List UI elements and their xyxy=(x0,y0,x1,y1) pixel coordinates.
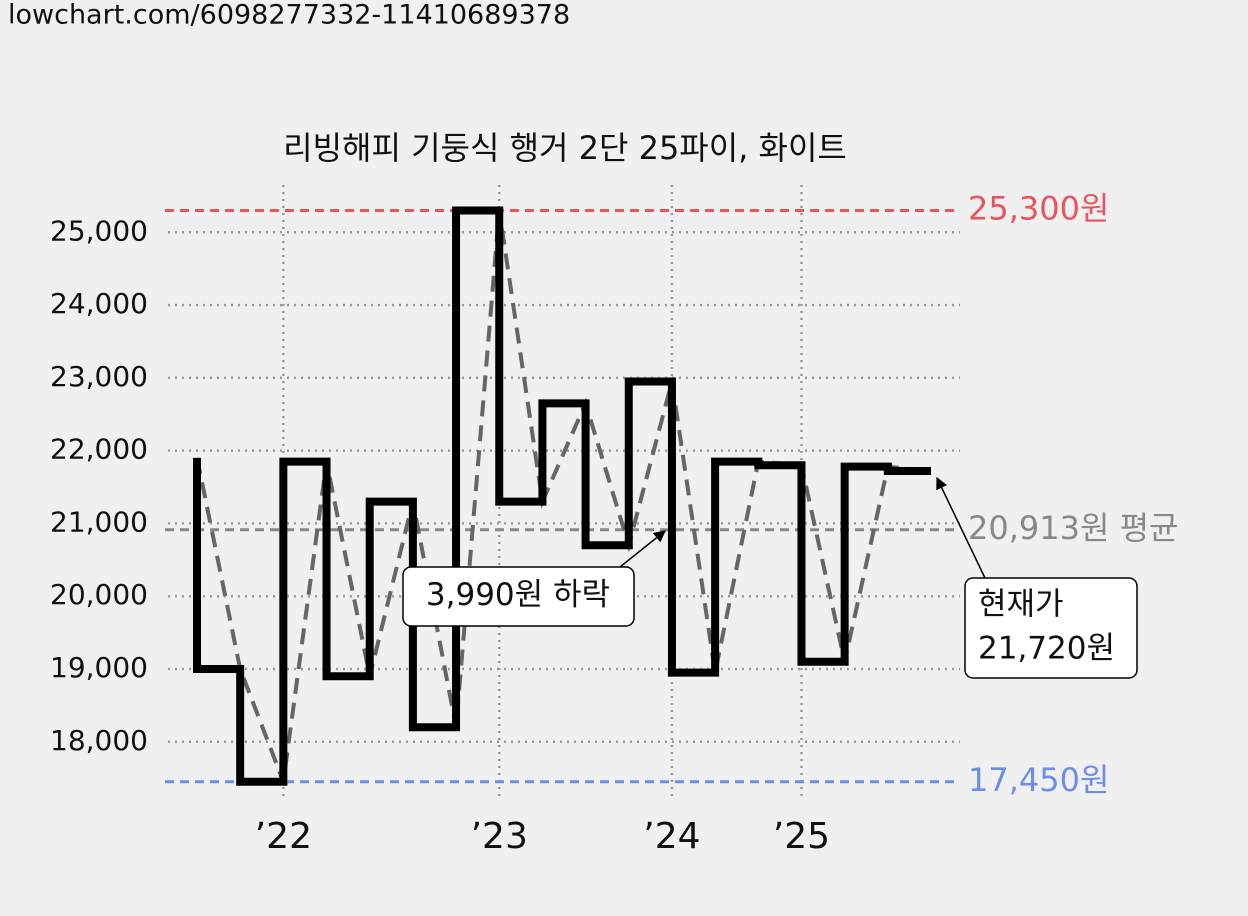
header-url: lowchart.com/6098277332-11410689378 xyxy=(8,0,570,31)
y-tick-label: 22,000 xyxy=(50,433,148,466)
chart-title: 리빙해피 기둥식 행거 2단 25파이, 화이트 xyxy=(283,129,847,167)
y-tick-label: 24,000 xyxy=(50,287,148,320)
reference-label: 25,300원 xyxy=(968,189,1109,227)
trend-line xyxy=(195,210,932,783)
annotation-arrow xyxy=(619,530,666,568)
annotation-text: 3,990원 하락 xyxy=(426,577,610,613)
x-tick-label: ’22 xyxy=(255,816,312,857)
price-step-line xyxy=(193,206,931,786)
x-tick-label: ’25 xyxy=(773,816,830,857)
annotation-box xyxy=(402,566,635,627)
y-tick-label: 20,000 xyxy=(50,578,148,611)
annotation-arrow xyxy=(936,476,986,579)
y-tick-label: 19,000 xyxy=(50,651,148,684)
y-tick-label: 21,000 xyxy=(50,505,148,538)
annotation-text: 21,720원 xyxy=(978,631,1115,667)
y-tick-label: 18,000 xyxy=(50,724,148,757)
y-tick-label: 23,000 xyxy=(50,360,148,393)
reference-label: 17,450원 xyxy=(968,761,1109,799)
reference-label: 20,913원 평균 xyxy=(968,509,1178,547)
annotation-text: 현재가 xyxy=(978,587,1064,623)
x-tick-label: ’23 xyxy=(471,816,528,857)
x-tick-label: ’24 xyxy=(643,816,700,857)
y-tick-label: 25,000 xyxy=(50,214,148,247)
annotation-box xyxy=(964,577,1138,679)
